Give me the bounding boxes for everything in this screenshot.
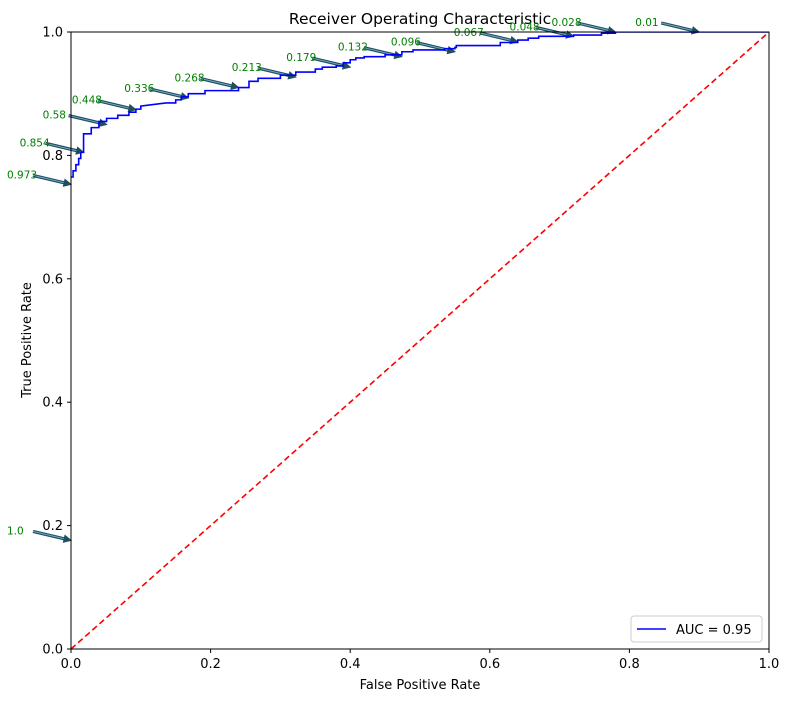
threshold-annotation: 0.213 xyxy=(232,62,297,80)
threshold-annotation: 0.01 xyxy=(635,17,701,35)
annotation-arrow-core xyxy=(479,32,512,41)
threshold-annotation: 1.0 xyxy=(7,525,73,543)
x-tick-label: 1.0 xyxy=(759,657,780,672)
threshold-annotation: 0.268 xyxy=(175,73,240,90)
annotation-arrow-core xyxy=(32,174,65,184)
annotation-arrow-head xyxy=(230,81,240,90)
y-tick-label: 1.0 xyxy=(42,26,63,41)
annotation-arrow-core xyxy=(535,26,567,36)
roc-curve-line xyxy=(71,32,769,178)
y-tick-label: 0.4 xyxy=(42,396,63,411)
annotation-arrow-head xyxy=(127,103,138,113)
threshold-annotation: 0.179 xyxy=(286,52,352,70)
threshold-annotations: 1.0 0.973 0.854 0.58 0.448 0.336 0.268 0.213 0.1… xyxy=(7,17,701,543)
threshold-annotation: 0.854 xyxy=(20,137,85,155)
x-tick-label: 0.4 xyxy=(340,657,361,672)
annotation-arrow-core xyxy=(68,115,100,124)
threshold-label: 0.096 xyxy=(391,37,421,49)
annotation-arrow-core xyxy=(577,22,609,31)
threshold-label: 0.028 xyxy=(551,17,581,29)
threshold-label: 0.58 xyxy=(43,110,66,122)
threshold-label: 0.213 xyxy=(232,62,262,74)
annotation-arrow-head xyxy=(446,45,456,55)
threshold-annotation: 0.58 xyxy=(43,110,108,128)
x-tick-label: 0.6 xyxy=(479,657,500,672)
annotation-arrow-head xyxy=(62,534,73,543)
x-tick-label: 0.0 xyxy=(61,657,82,672)
threshold-label: 0.179 xyxy=(286,52,316,64)
threshold-label: 0.336 xyxy=(124,83,154,95)
threshold-label: 0.973 xyxy=(7,169,37,181)
annotation-arrow-core xyxy=(45,142,77,152)
annotation-arrow-core xyxy=(32,530,65,540)
y-tick-label: 0.0 xyxy=(42,643,63,658)
x-tick-label: 0.2 xyxy=(200,657,221,672)
annotation-arrow-core xyxy=(416,42,449,51)
threshold-label: 1.0 xyxy=(7,525,24,537)
threshold-annotation: 0.067 xyxy=(454,27,519,45)
threshold-annotation: 0.048 xyxy=(510,21,575,39)
threshold-annotation: 0.448 xyxy=(72,95,138,113)
series-layer xyxy=(71,32,769,649)
annotation-arrow-core xyxy=(257,67,290,76)
x-axis-label: False Positive Rate xyxy=(360,678,481,693)
threshold-label: 0.132 xyxy=(338,42,368,54)
x-tick-label: 0.8 xyxy=(619,657,640,672)
threshold-label: 0.268 xyxy=(175,73,205,85)
legend: AUC = 0.95 xyxy=(630,615,763,643)
y-tick-label: 0.2 xyxy=(42,519,63,534)
threshold-label: 0.048 xyxy=(510,21,540,33)
y-axis-label: True Positive Rate xyxy=(20,282,35,399)
y-tick-label: 0.8 xyxy=(42,149,63,164)
threshold-label: 0.448 xyxy=(72,95,102,107)
threshold-label: 0.067 xyxy=(454,27,484,39)
threshold-annotation: 0.028 xyxy=(551,17,617,35)
annotation-arrow-core xyxy=(363,47,396,56)
annotation-arrow-core xyxy=(97,100,130,109)
threshold-annotation: 0.336 xyxy=(124,83,190,101)
annotation-arrow-core xyxy=(200,78,232,87)
y-tick-label: 0.6 xyxy=(42,272,63,287)
threshold-label: 0.01 xyxy=(635,17,658,29)
annotation-arrow-head xyxy=(62,178,73,187)
chart-title: Receiver Operating Characteristic xyxy=(289,10,551,28)
annotation-arrow-core xyxy=(150,88,182,97)
annotation-arrow-head xyxy=(98,118,108,128)
annotation-arrow-core xyxy=(661,22,693,31)
legend-box xyxy=(630,615,763,643)
threshold-label: 0.854 xyxy=(20,137,50,149)
annotation-arrow-core xyxy=(312,57,344,67)
legend-label: AUC = 0.95 xyxy=(676,623,752,638)
threshold-annotation: 0.973 xyxy=(7,169,73,187)
threshold-annotation: 0.096 xyxy=(391,37,456,55)
axis-ticks: 0.0 0.2 0.4 0.6 0.8 1.0 0.0 0.2 0.4 0.6 0.8 1.0 xyxy=(42,26,779,673)
plot-area-frame xyxy=(70,31,770,650)
chance-diagonal-line xyxy=(71,32,769,649)
